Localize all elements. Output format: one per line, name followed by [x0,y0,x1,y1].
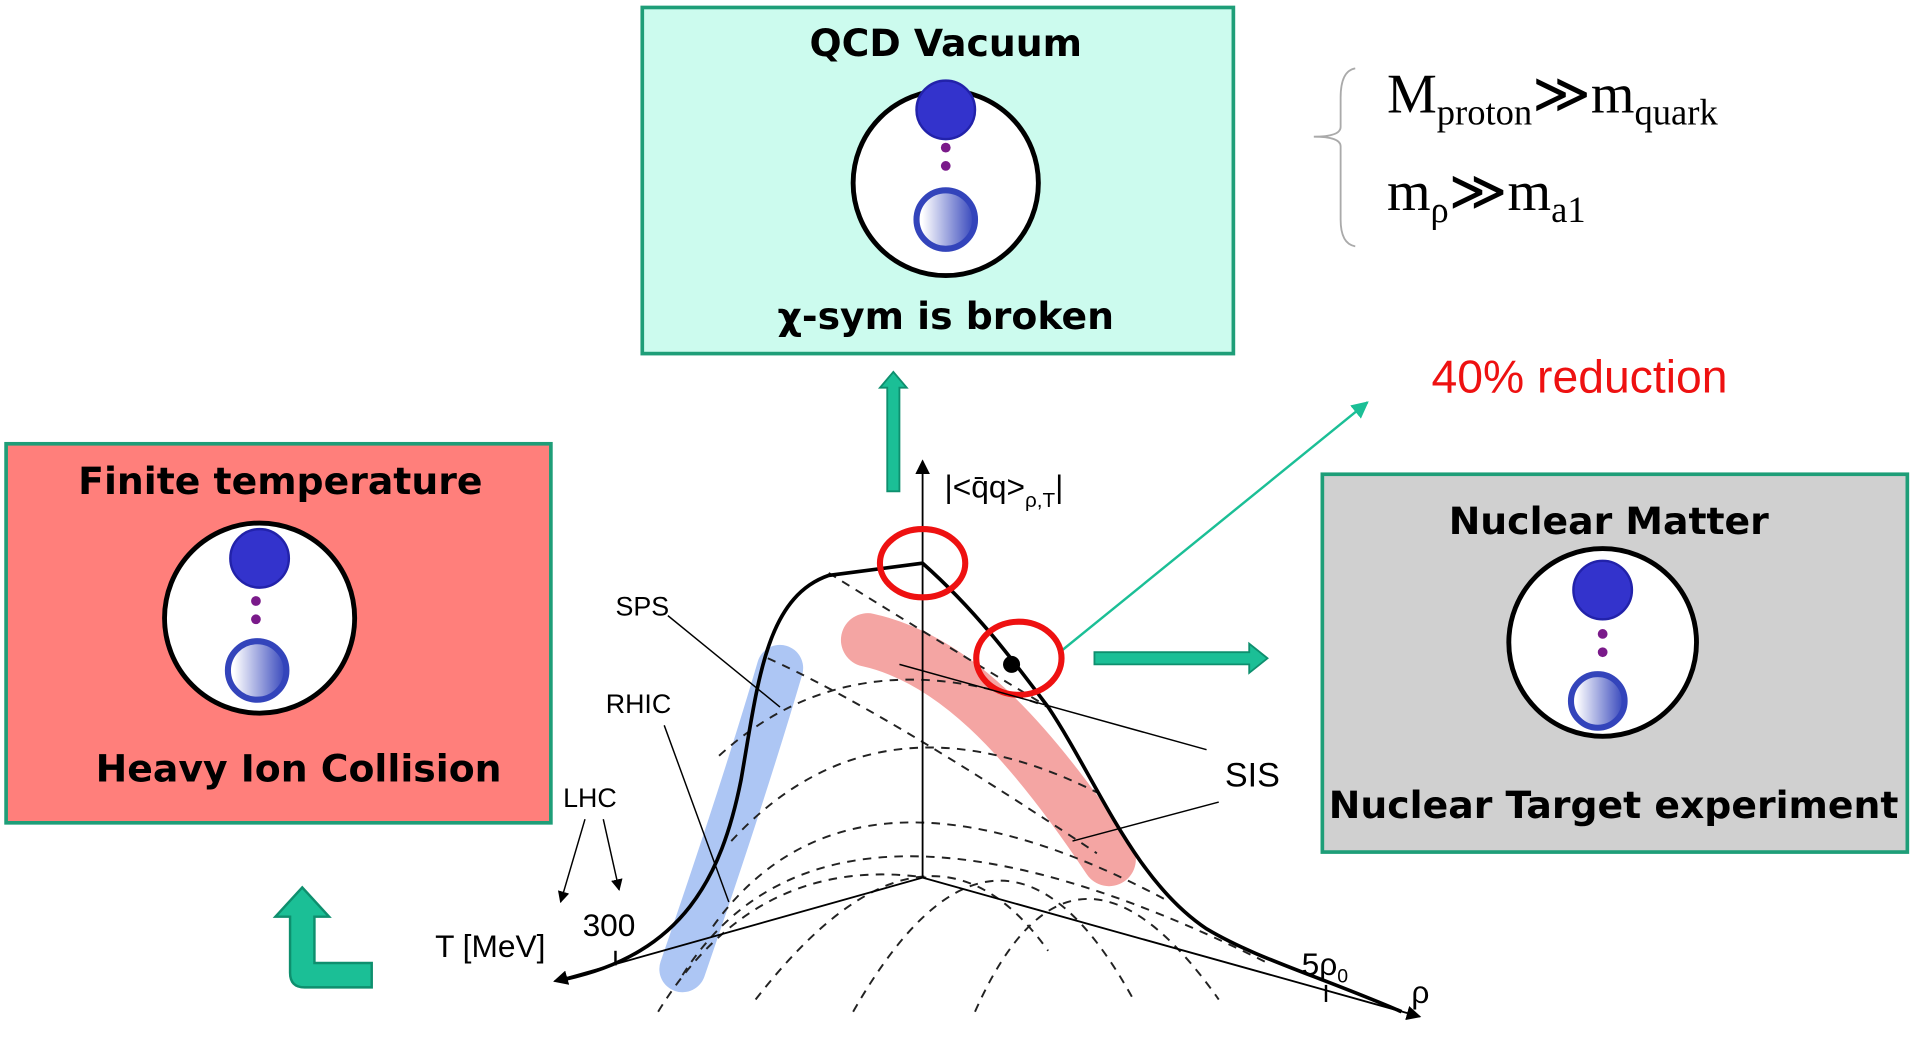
region-label: RHIC [606,689,672,719]
operator: ≫ [1532,63,1591,125]
region-label: SPS [615,592,669,622]
box-title: Finite temperature [78,459,482,503]
box-title: QCD Vacuum [810,21,1082,65]
box-caption: Heavy Ion Collision [96,746,502,790]
subscript: ρ,T [1025,489,1056,512]
box-title: Nuclear Matter [1449,499,1769,543]
region-label: LHC [563,783,617,813]
symbol: m [1507,161,1551,223]
tick-label: 300 [583,907,636,943]
symbol: m [1591,63,1635,125]
axis-label: ρ [1411,974,1429,1010]
axis-text: | [1055,468,1063,504]
box-caption: Nuclear Target experiment [1329,783,1899,827]
relation: Mproton≫mquark [1387,63,1719,132]
particle-icon [165,523,355,713]
symbol: m [1387,161,1431,223]
particle-icon [1509,549,1697,737]
subscript: a1 [1551,189,1586,230]
tick-text: 5ρ [1302,946,1338,982]
operator: ≫ [1449,161,1508,223]
curved-arrow [275,887,371,987]
subscript: quark [1635,91,1719,132]
right-arrow [1094,644,1267,673]
relation: mρ≫ma1 [1387,161,1586,230]
axis-label: T [MeV] [435,928,545,964]
slide: QCD Vacuum χ-sym is broken Finite temper… [0,0,1911,1046]
subscript: proton [1437,91,1532,132]
subscript: 0 [1337,965,1348,987]
box-caption: χ-sym is broken [778,294,1114,338]
axis-text: |<q̄q> [945,468,1025,504]
region-label: SIS [1225,756,1280,794]
tick-label: 5ρ0 [1302,946,1349,987]
axis-label: |<q̄q>ρ,T| [945,468,1064,512]
symbol: M [1387,63,1437,125]
subscript: ρ [1431,189,1449,230]
phase-graph [555,461,1420,1017]
up-arrow [880,372,907,491]
brace [1314,68,1355,246]
annotation: 40% reduction [1432,351,1728,403]
